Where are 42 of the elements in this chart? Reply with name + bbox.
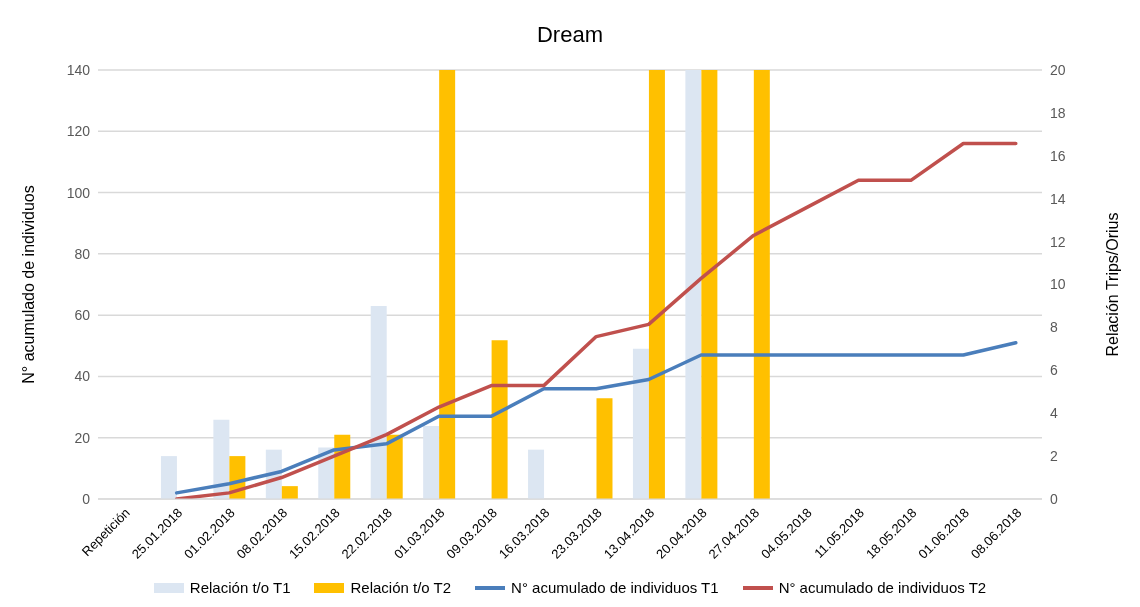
y2-tick-label: 0 xyxy=(1050,490,1058,507)
bar xyxy=(491,340,508,499)
legend-label: N° acumulado de individuos T1 xyxy=(511,579,719,596)
y-tick-label: 120 xyxy=(66,123,91,140)
y2-tick-label: 8 xyxy=(1050,319,1058,336)
y-tick-label: 20 xyxy=(74,429,91,446)
y-tick-label: 60 xyxy=(74,307,91,324)
y2-tick-label: 14 xyxy=(1050,190,1066,207)
y2-axis-title: Relación Trips/Orius xyxy=(1103,212,1121,357)
y2-tick-label: 10 xyxy=(1050,276,1066,293)
line-series xyxy=(174,141,1018,499)
bar xyxy=(528,449,545,499)
y2-tick-label: 4 xyxy=(1050,405,1058,422)
y-axis-title: N° acumulado de individuos xyxy=(19,185,37,384)
chart-title: Dream xyxy=(536,21,604,49)
bar xyxy=(281,486,298,499)
y2-tick-label: 12 xyxy=(1050,233,1066,250)
y-tick-label: 100 xyxy=(66,184,91,201)
y-tick-label: 80 xyxy=(74,245,91,262)
y2-tick-label: 18 xyxy=(1050,104,1066,121)
bar xyxy=(596,398,613,499)
bar xyxy=(439,70,456,499)
line-series xyxy=(174,340,1018,495)
bar xyxy=(701,70,718,499)
y2-tick-label: 2 xyxy=(1050,448,1058,465)
bar xyxy=(753,70,770,499)
bar xyxy=(685,70,702,499)
y-tick-label: 0 xyxy=(82,490,91,507)
legend-label: Relación t/o T2 xyxy=(350,579,452,596)
bar xyxy=(370,305,387,499)
legend-label: Relación t/o T1 xyxy=(189,579,291,596)
bar xyxy=(423,426,440,499)
y2-tick-label: 6 xyxy=(1050,362,1058,379)
bar xyxy=(160,456,177,499)
y-tick-label: 40 xyxy=(74,368,91,385)
y2-tick-label: 16 xyxy=(1050,147,1066,164)
y-tick-label: 140 xyxy=(66,61,91,78)
y2-tick-label: 20 xyxy=(1050,61,1066,78)
legend-label: N° acumulado de individuos T2 xyxy=(778,579,987,596)
bar xyxy=(632,348,649,499)
bar xyxy=(648,70,665,499)
bar xyxy=(386,434,403,499)
